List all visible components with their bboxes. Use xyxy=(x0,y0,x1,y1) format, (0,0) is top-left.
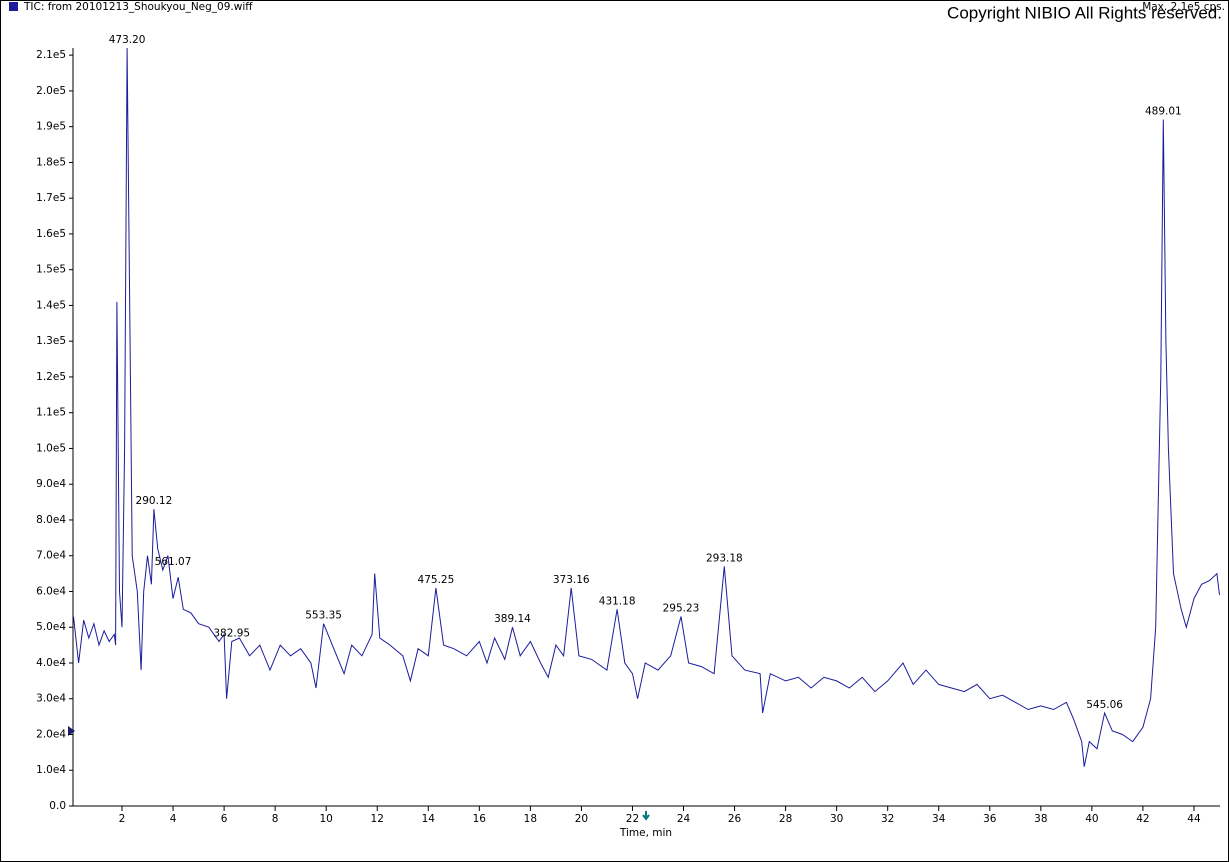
x-tick-label: 20 xyxy=(575,813,588,825)
peak-label: 373.16 xyxy=(553,574,590,586)
peak-label: 295.23 xyxy=(663,603,700,615)
x-tick-label: 22 xyxy=(626,813,639,825)
peak-label: 473.20 xyxy=(109,34,146,46)
subtitle: Max. 2.1e5 cps. xyxy=(1142,1,1225,13)
y-tick-label: 1.2e5 xyxy=(36,371,66,383)
peak-label: 545.06 xyxy=(1086,699,1123,711)
y-tick-label: 1.7e5 xyxy=(36,192,66,204)
x-tick-label: 12 xyxy=(371,813,384,825)
peak-label: 561.07 xyxy=(155,556,192,568)
chart-title: TIC: from 20101213_Shoukyou_Neg_09.wiff xyxy=(23,1,253,13)
legend-swatch xyxy=(9,2,18,11)
threshold-marker xyxy=(68,726,75,736)
y-tick-label: 6.0e4 xyxy=(36,585,66,597)
y-tick-label: 7.0e4 xyxy=(36,550,66,562)
copyright: Copyright NIBIO All Rights reserved. xyxy=(947,3,1222,22)
x-tick-label: 30 xyxy=(830,813,843,825)
y-tick-label: 2.0e5 xyxy=(36,85,66,97)
y-tick-label: 1.0e5 xyxy=(36,442,66,454)
y-tick-label: 4.0e4 xyxy=(36,657,66,669)
time-marker xyxy=(642,811,650,821)
x-tick-label: 2 xyxy=(119,813,126,825)
x-tick-label: 36 xyxy=(983,813,997,825)
y-tick-label: 1.0e4 xyxy=(36,764,66,776)
x-tick-label: 26 xyxy=(728,813,742,825)
x-axis-label: Time, min xyxy=(619,827,672,839)
y-tick-label: 1.4e5 xyxy=(36,299,66,311)
x-tick-label: 34 xyxy=(932,813,946,825)
peak-label: 382.95 xyxy=(213,628,250,640)
peak-label: 475.25 xyxy=(418,574,455,586)
x-tick-label: 44 xyxy=(1187,813,1201,825)
peak-label: 389.14 xyxy=(494,613,531,625)
y-tick-label: 5.0e4 xyxy=(36,621,66,633)
x-tick-label: 18 xyxy=(524,813,537,825)
x-tick-label: 8 xyxy=(272,813,279,825)
x-tick-label: 4 xyxy=(170,813,177,825)
peak-label: 489.01 xyxy=(1145,106,1182,118)
peak-label: 293.18 xyxy=(706,552,743,564)
y-tick-label: 2.1e5 xyxy=(36,49,66,61)
y-tick-label: 9.0e4 xyxy=(36,478,66,490)
x-tick-label: 28 xyxy=(779,813,792,825)
y-tick-label: 0.0 xyxy=(49,800,66,812)
x-tick-label: 16 xyxy=(473,813,487,825)
y-tick-label: 1.1e5 xyxy=(36,407,66,419)
x-tick-label: 6 xyxy=(221,813,228,825)
x-tick-label: 14 xyxy=(422,813,436,825)
y-tick-label: 1.5e5 xyxy=(36,264,66,276)
x-tick-label: 42 xyxy=(1136,813,1149,825)
y-tick-label: 1.3e5 xyxy=(36,335,66,347)
x-tick-label: 32 xyxy=(881,813,894,825)
x-tick-label: 40 xyxy=(1085,813,1098,825)
y-tick-label: 2.0e4 xyxy=(36,728,66,740)
x-tick-label: 38 xyxy=(1034,813,1047,825)
x-tick-label: 24 xyxy=(677,813,691,825)
tic-line xyxy=(73,47,1220,767)
y-tick-label: 3.0e4 xyxy=(36,693,66,705)
y-tick-label: 1.6e5 xyxy=(36,228,66,240)
y-tick-label: 8.0e4 xyxy=(36,514,66,526)
y-tick-label: 1.8e5 xyxy=(36,156,66,168)
peak-label: 431.18 xyxy=(599,595,636,607)
peak-label: 553.35 xyxy=(305,610,342,622)
y-tick-label: 1.9e5 xyxy=(36,121,66,133)
x-tick-label: 10 xyxy=(319,813,332,825)
peak-label: 290.12 xyxy=(136,495,173,507)
